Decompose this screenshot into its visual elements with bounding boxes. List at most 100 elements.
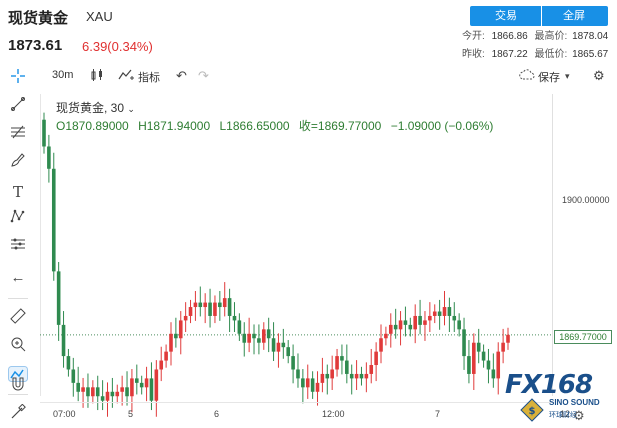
interval-selector[interactable]: 30m <box>52 69 74 81</box>
candle-71 <box>388 313 393 348</box>
candle-body <box>95 387 100 397</box>
candle-92 <box>491 353 496 388</box>
candle-26 <box>169 322 173 366</box>
candle-body <box>506 334 510 343</box>
candle-25 <box>164 344 168 368</box>
chart-toolbar: 30m 指标 ↶ ↷ 保存 ▾ ⚙ <box>40 64 617 92</box>
crosshair-icon[interactable] <box>6 68 30 92</box>
zoom-in-icon[interactable] <box>6 336 30 360</box>
eraser-icon[interactable] <box>6 403 30 428</box>
save-button[interactable]: 保存 <box>538 72 560 84</box>
price-change: 6.39(0.34%) <box>82 39 153 54</box>
candle-body <box>403 320 408 325</box>
candle-body <box>242 333 247 343</box>
candle-82 <box>442 290 447 326</box>
redo-icon[interactable]: ↷ <box>198 68 209 83</box>
candle-47 <box>271 322 276 362</box>
stats-row-2: 昨收: 1867.22 最低价: 1865.67 <box>462 46 612 64</box>
candle-body <box>437 311 442 316</box>
candle-body <box>105 391 110 401</box>
x-tick-2: 6 <box>214 409 220 419</box>
candle-80 <box>432 304 437 324</box>
candle-95 <box>506 327 510 350</box>
candle-32 <box>198 286 203 317</box>
fib-tool-icon[interactable] <box>6 124 30 148</box>
brand-text: FX168 <box>505 370 593 400</box>
candle-body <box>301 378 305 388</box>
trade-button[interactable]: 交易 <box>470 6 542 26</box>
candle-41 <box>242 322 247 357</box>
candle-17 <box>125 371 129 406</box>
candle-75 <box>408 317 413 337</box>
candle-13 <box>105 382 110 417</box>
candle-body <box>125 387 129 397</box>
pattern-tool-icon[interactable] <box>6 208 30 232</box>
ruler-icon[interactable] <box>6 308 30 332</box>
candle-5 <box>66 348 71 377</box>
brand-subtitle-en: SINO SOUND <box>549 398 600 407</box>
candle-63 <box>349 364 354 395</box>
settings-gear-icon[interactable]: ⚙ <box>593 68 605 83</box>
candle-body <box>144 378 149 388</box>
price-axis[interactable] <box>552 94 617 396</box>
series-dropdown-icon[interactable]: ⌄ <box>127 104 135 114</box>
candle-24 <box>159 346 164 382</box>
candle-7 <box>76 366 80 402</box>
candle-body <box>359 373 364 379</box>
candle-55 <box>310 371 315 399</box>
time-axis[interactable] <box>40 402 552 428</box>
axis-settings-icon[interactable]: ⚙ <box>573 408 585 423</box>
header: 现货黄金 XAU 1873.61 6.39(0.34%) 交易 全屏 今开: 1… <box>0 0 617 62</box>
candle-0 <box>42 112 46 154</box>
svg-text:$: $ <box>529 406 536 417</box>
candlestick-type-icon[interactable] <box>90 68 104 85</box>
indicators-icon[interactable] <box>118 68 134 85</box>
candle-48 <box>276 333 281 368</box>
candle-72 <box>393 308 398 339</box>
brush-icon[interactable] <box>6 152 30 176</box>
last-price-tag: 1869.77000 <box>554 330 612 344</box>
fullscreen-button[interactable]: 全屏 <box>540 6 608 26</box>
prediction-tool-icon[interactable] <box>6 236 30 260</box>
candle-body <box>71 369 76 383</box>
candle-body <box>364 373 369 379</box>
candle-body <box>237 320 242 334</box>
candle-body <box>428 315 432 321</box>
magnet-icon[interactable] <box>6 376 30 400</box>
candle-77 <box>418 299 422 335</box>
candle-body <box>335 356 339 370</box>
trend-line-icon[interactable] <box>6 96 30 120</box>
text-tool-icon[interactable]: T <box>12 183 23 201</box>
x-tick-1: 5 <box>128 409 134 419</box>
candle-body <box>203 302 207 308</box>
fx168-watermark: FX168 $ SINO SOUND 环球财经 <box>505 370 613 426</box>
undo-icon[interactable]: ↶ <box>176 68 187 83</box>
candle-body <box>374 351 378 366</box>
save-dropdown-icon[interactable]: ▾ <box>565 71 570 81</box>
ohlc-high: H1871.94000 <box>138 119 211 133</box>
candle-16 <box>120 375 124 406</box>
candle-27 <box>174 317 178 348</box>
chart-pane[interactable] <box>40 94 550 396</box>
cloud-save-icon[interactable] <box>519 68 535 83</box>
candle-body <box>325 373 330 379</box>
candle-20 <box>139 375 144 395</box>
candle-57 <box>320 357 325 393</box>
candle-79 <box>428 302 432 333</box>
candle-body <box>472 342 476 374</box>
ohlc-low: L1866.65000 <box>219 119 290 133</box>
low-label: 最低价: <box>534 49 568 60</box>
candle-90 <box>481 344 486 368</box>
series-label-text: 现货黄金, 30 <box>56 101 125 115</box>
candle-36 <box>218 290 222 321</box>
candle-body <box>462 329 466 357</box>
candle-body <box>379 338 383 352</box>
indicators-button[interactable]: 指标 <box>138 72 160 84</box>
instrument-symbol: XAU <box>86 9 113 24</box>
candle-52 <box>296 353 300 388</box>
series-label: 现货黄金, 30 ⌄ <box>56 99 135 116</box>
candle-30 <box>188 299 193 324</box>
candle-body <box>281 342 286 348</box>
back-arrow-icon[interactable]: ← <box>10 269 26 286</box>
button-divider <box>541 6 542 26</box>
